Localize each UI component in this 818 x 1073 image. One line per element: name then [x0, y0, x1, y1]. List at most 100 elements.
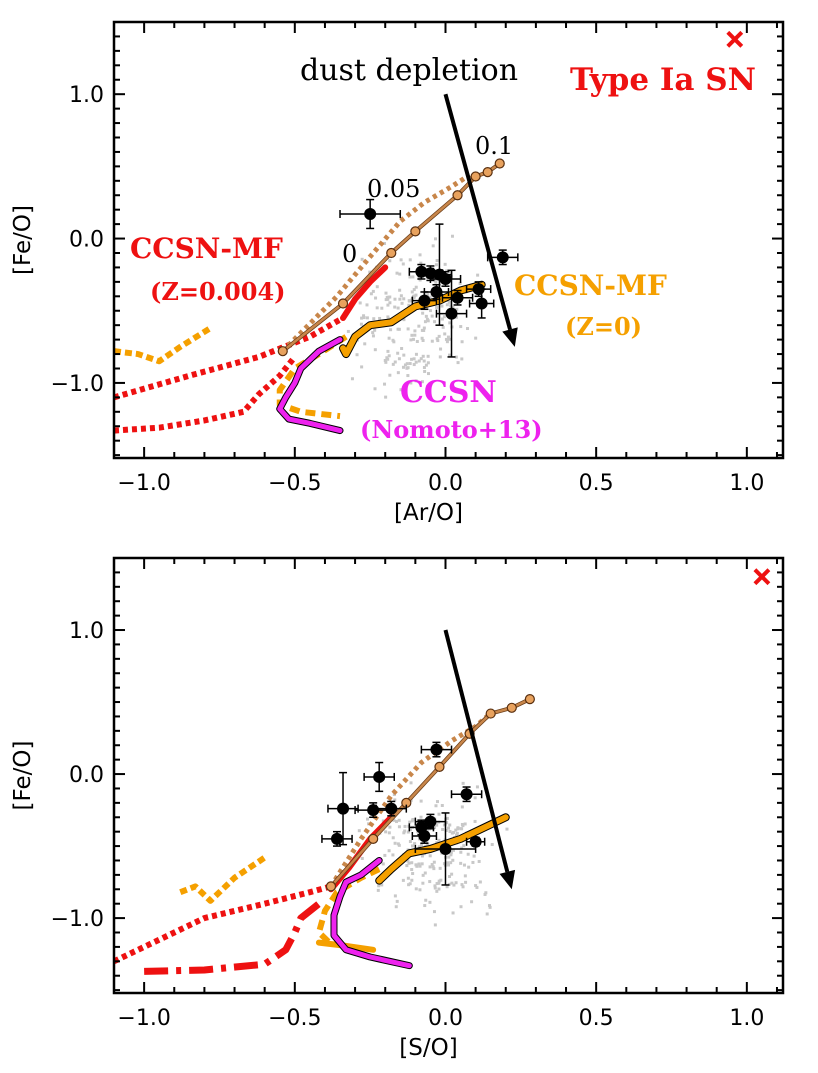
observation-point: [375, 800, 408, 817]
grey-point: [421, 354, 425, 358]
observation-marker: [460, 788, 473, 801]
grey-point: [448, 875, 452, 879]
grey-point: [435, 800, 439, 804]
grey-point: [391, 853, 395, 857]
y-tick-label: −1.0: [51, 372, 104, 397]
grey-point: [415, 339, 419, 343]
grey-point: [449, 861, 453, 865]
x-tick-label: −1.0: [117, 471, 170, 496]
grey-point: [425, 317, 429, 321]
grey-point: [385, 296, 389, 300]
grey-point: [401, 262, 405, 266]
grey-point: [365, 303, 369, 307]
ccsn-mf-z004-label: CCSN-MF: [130, 232, 283, 265]
grey-point: [432, 910, 436, 914]
grey-point: [474, 336, 478, 340]
grey-point: [470, 900, 474, 904]
grey-point: [393, 297, 397, 301]
grey-point: [451, 911, 455, 915]
grey-point: [471, 860, 475, 864]
grey-point: [435, 305, 439, 309]
grey-point: [346, 329, 350, 333]
grey-point: [459, 850, 463, 854]
grey-point: [388, 295, 392, 299]
bottom-panel: −1.0 −0.5 0.0 0.5 1.0 −1.0 0.0 1.0 [S/O] [Fe/O]: [10, 556, 785, 1061]
grey-point: [445, 340, 449, 344]
grey-point: [392, 793, 396, 797]
y-tick-label: 0.0: [69, 763, 104, 788]
grey-point: [467, 865, 471, 869]
grey-point: [456, 361, 460, 365]
grey-point: [476, 273, 480, 277]
grey-point: [461, 781, 465, 785]
grey-point: [381, 862, 385, 866]
grey-point: [377, 884, 381, 888]
grey-point: [448, 823, 452, 827]
grey-point: [408, 840, 412, 844]
grey-point: [422, 359, 426, 363]
grey-point: [403, 824, 407, 828]
grey-point: [391, 362, 395, 366]
grey-point: [421, 873, 425, 877]
grey-point: [400, 301, 404, 305]
grey-point: [420, 862, 424, 866]
grey-point: [408, 258, 412, 262]
grey-point: [396, 327, 400, 331]
mixing-point: [368, 833, 379, 844]
grey-point: [435, 258, 439, 262]
grey-point: [383, 359, 387, 363]
grey-point: [433, 320, 437, 324]
observation-marker: [469, 835, 482, 848]
grey-point: [375, 306, 379, 310]
grey-point: [394, 905, 398, 909]
observation-marker: [475, 297, 488, 310]
grey-point: [385, 356, 389, 360]
grey-point: [426, 361, 430, 365]
grey-point: [393, 894, 397, 898]
grey-point: [408, 828, 412, 832]
grey-point: [400, 347, 404, 351]
grey-point: [440, 803, 444, 807]
grey-point: [420, 854, 424, 858]
grey-point: [413, 329, 417, 333]
observation-point: [411, 828, 438, 844]
grey-point: [455, 307, 459, 311]
grey-point: [428, 296, 432, 300]
observation-point: [339, 198, 402, 230]
grey-point: [422, 326, 426, 330]
grey-point: [386, 349, 390, 353]
ccsn-mf-z0-label: CCSN-MF: [514, 269, 667, 302]
observation-point: [429, 271, 462, 287]
grey-point: [466, 327, 470, 331]
grey-point: [463, 822, 467, 826]
grey-point: [448, 829, 452, 833]
grey-point: [411, 817, 415, 821]
grey-point: [373, 348, 377, 352]
mixing-point: [494, 158, 505, 169]
grey-point: [439, 347, 443, 351]
grey-point: [419, 261, 423, 265]
grey-point: [423, 871, 427, 875]
observation-point: [321, 830, 353, 847]
grey-point: [460, 805, 464, 809]
grey-point: [421, 311, 425, 315]
y-tick-label: −1.0: [51, 907, 104, 932]
grey-point: [442, 823, 446, 827]
grey-point: [475, 885, 479, 889]
y-tick-label: 1.0: [69, 619, 104, 644]
grey-point: [411, 275, 415, 279]
grey-point: [424, 314, 428, 318]
grey-point: [408, 820, 412, 824]
observation-marker: [439, 842, 452, 855]
grey-point: [430, 339, 434, 343]
grey-point: [407, 303, 411, 307]
grey-point: [383, 853, 387, 857]
grey-point: [372, 317, 376, 321]
grey-point: [397, 818, 401, 822]
grey-point: [445, 861, 449, 865]
y-axis-label: [Fe/O]: [10, 741, 36, 811]
grey-point: [425, 306, 429, 310]
grey-point: [466, 852, 470, 856]
grey-point: [426, 293, 430, 297]
grey-point: [397, 825, 401, 829]
